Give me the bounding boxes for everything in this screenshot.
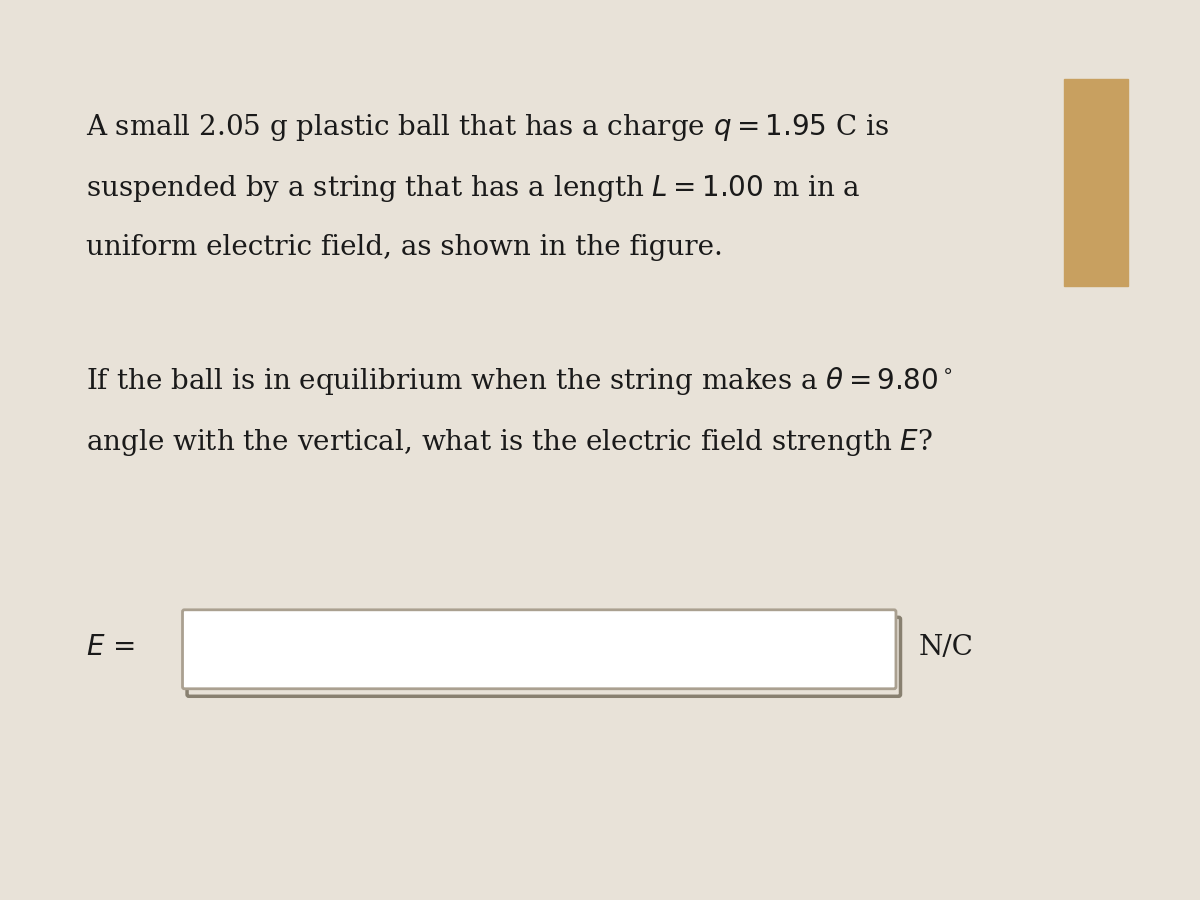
Text: A small 2.05 g plastic ball that has a charge $q = 1.95$ C is: A small 2.05 g plastic ball that has a c… xyxy=(86,112,889,142)
Text: $E$ =: $E$ = xyxy=(86,634,134,661)
Bar xyxy=(1064,78,1128,285)
Text: angle with the vertical, what is the electric field strength $E$?: angle with the vertical, what is the ele… xyxy=(86,427,934,457)
Text: suspended by a string that has a length $L = 1.00$ m in a: suspended by a string that has a length … xyxy=(86,173,860,203)
Text: If the ball is in equilibrium when the string makes a $\theta = 9.80^\circ$: If the ball is in equilibrium when the s… xyxy=(86,365,953,398)
Text: N/C: N/C xyxy=(919,634,973,661)
FancyBboxPatch shape xyxy=(182,610,896,688)
Text: uniform electric field, as shown in the figure.: uniform electric field, as shown in the … xyxy=(86,234,722,261)
